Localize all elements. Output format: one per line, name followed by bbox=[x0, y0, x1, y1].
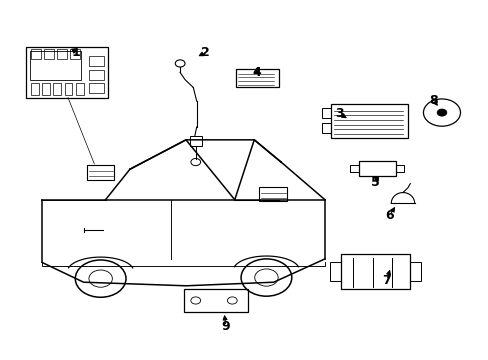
Text: 4: 4 bbox=[252, 66, 261, 79]
Text: 3: 3 bbox=[335, 107, 343, 120]
Text: 6: 6 bbox=[385, 209, 393, 222]
Text: 7: 7 bbox=[382, 274, 390, 287]
Text: 8: 8 bbox=[428, 94, 437, 107]
Text: 9: 9 bbox=[221, 320, 230, 333]
Text: 2: 2 bbox=[201, 46, 209, 59]
Text: 5: 5 bbox=[370, 176, 379, 189]
Circle shape bbox=[436, 109, 446, 116]
Text: 1: 1 bbox=[72, 46, 81, 59]
